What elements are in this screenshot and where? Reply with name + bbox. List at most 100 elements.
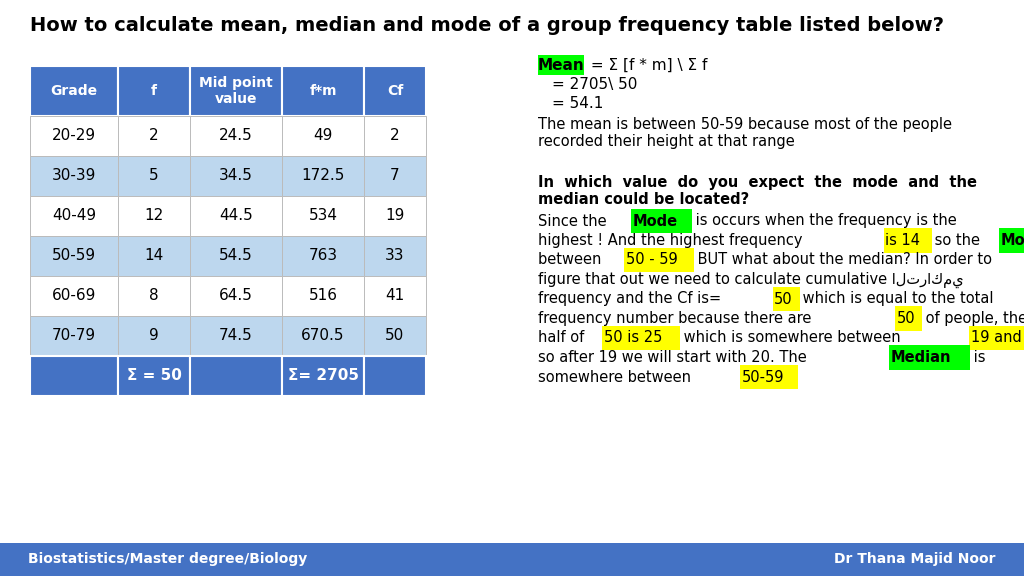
Bar — [118, 316, 190, 356]
Text: 64.5: 64.5 — [219, 289, 253, 304]
Bar — [282, 316, 364, 356]
Text: 74.5: 74.5 — [219, 328, 253, 343]
Bar — [30, 156, 118, 196]
Text: is 14: is 14 — [886, 233, 921, 248]
Bar — [282, 276, 364, 316]
Bar — [190, 356, 282, 396]
Text: 8: 8 — [150, 289, 159, 304]
Bar — [118, 236, 190, 276]
Text: 534: 534 — [308, 209, 338, 223]
Bar — [0, 543, 1024, 576]
Text: 19: 19 — [385, 209, 404, 223]
Text: is occurs when the frequency is the: is occurs when the frequency is the — [691, 214, 956, 229]
Bar — [364, 156, 426, 196]
Text: Dr Thana Majid Noor: Dr Thana Majid Noor — [835, 552, 996, 567]
Text: which is somewhere between: which is somewhere between — [679, 331, 905, 346]
Text: frequency and the Cf is=: frequency and the Cf is= — [538, 291, 721, 306]
Bar — [30, 116, 118, 156]
Text: which is equal to the total: which is equal to the total — [799, 291, 994, 306]
Text: 50 is 25: 50 is 25 — [603, 331, 663, 346]
Text: so the: so the — [931, 233, 985, 248]
Text: In  which  value  do  you  expect  the  mode  and  the
median could be located?: In which value do you expect the mode an… — [538, 175, 977, 207]
Text: of people, the: of people, the — [921, 311, 1024, 326]
Bar — [30, 276, 118, 316]
Bar — [773, 287, 800, 311]
Bar — [364, 276, 426, 316]
Text: BUT what about the median? In order to: BUT what about the median? In order to — [692, 252, 991, 267]
Bar — [364, 316, 426, 356]
Bar — [740, 365, 798, 389]
Text: 49: 49 — [313, 128, 333, 143]
Text: somewhere between: somewhere between — [538, 369, 695, 385]
Bar — [118, 156, 190, 196]
Text: 14: 14 — [144, 248, 164, 263]
Bar — [364, 116, 426, 156]
Bar — [364, 66, 426, 116]
Bar — [282, 66, 364, 116]
Bar — [190, 276, 282, 316]
Text: 19 and 32: 19 and 32 — [971, 331, 1024, 346]
Text: 172.5: 172.5 — [301, 169, 345, 184]
Text: 12: 12 — [144, 209, 164, 223]
Bar — [364, 356, 426, 396]
Bar — [30, 66, 118, 116]
Text: 50-59: 50-59 — [52, 248, 96, 263]
Text: Σ = 50: Σ = 50 — [127, 369, 181, 384]
Bar — [999, 228, 1024, 253]
Text: The mean is between 50-59 because most of the people
recorded their height at th: The mean is between 50-59 because most o… — [538, 117, 952, 149]
Text: Since the: Since the — [538, 214, 611, 229]
Text: half of: half of — [538, 331, 589, 346]
Bar — [30, 356, 118, 396]
Text: f*m: f*m — [309, 84, 337, 98]
Bar — [282, 236, 364, 276]
Text: 24.5: 24.5 — [219, 128, 253, 143]
Text: 2: 2 — [390, 128, 399, 143]
Bar — [364, 196, 426, 236]
Bar — [30, 236, 118, 276]
Bar — [282, 156, 364, 196]
Text: 44.5: 44.5 — [219, 209, 253, 223]
Text: 54.5: 54.5 — [219, 248, 253, 263]
Bar — [118, 196, 190, 236]
Text: 2: 2 — [150, 128, 159, 143]
Bar — [364, 236, 426, 276]
Bar — [190, 66, 282, 116]
Text: 40-49: 40-49 — [52, 209, 96, 223]
Text: Mean: Mean — [538, 58, 585, 73]
Text: 33: 33 — [385, 248, 404, 263]
Bar — [631, 209, 692, 233]
Text: between: between — [538, 252, 606, 267]
Text: Mid point
value: Mid point value — [199, 76, 272, 106]
Text: 20-29: 20-29 — [52, 128, 96, 143]
Text: How to calculate mean, median and mode of a group frequency table listed below?: How to calculate mean, median and mode o… — [30, 16, 944, 35]
Bar — [282, 196, 364, 236]
Text: figure that out we need to calculate cumulative التراكمي: figure that out we need to calculate cum… — [538, 271, 964, 287]
Bar — [282, 116, 364, 156]
Text: 50 - 59: 50 - 59 — [626, 252, 678, 267]
Bar — [30, 196, 118, 236]
Text: 50: 50 — [897, 311, 915, 326]
Bar — [282, 356, 364, 396]
Bar — [118, 356, 190, 396]
Text: = Σ [f * m] \ Σ f: = Σ [f * m] \ Σ f — [586, 58, 708, 73]
Bar — [895, 306, 923, 331]
Text: highest ! And the highest frequency: highest ! And the highest frequency — [538, 233, 807, 248]
Bar — [30, 316, 118, 356]
Text: 70-79: 70-79 — [52, 328, 96, 343]
Text: Median: Median — [891, 350, 951, 365]
Text: f: f — [151, 84, 157, 98]
Bar — [190, 196, 282, 236]
Text: 50: 50 — [774, 291, 793, 306]
Text: 9: 9 — [150, 328, 159, 343]
Text: 60-69: 60-69 — [52, 289, 96, 304]
Text: frequency number because there are: frequency number because there are — [538, 311, 816, 326]
Bar — [538, 55, 584, 75]
Text: so after 19 we will start with 20. The: so after 19 we will start with 20. The — [538, 350, 811, 365]
Bar — [190, 236, 282, 276]
Bar — [970, 326, 1024, 350]
Text: = 2705\ 50: = 2705\ 50 — [552, 77, 637, 92]
Bar — [118, 116, 190, 156]
Text: is: is — [969, 350, 985, 365]
Bar — [118, 276, 190, 316]
Text: 516: 516 — [308, 289, 338, 304]
